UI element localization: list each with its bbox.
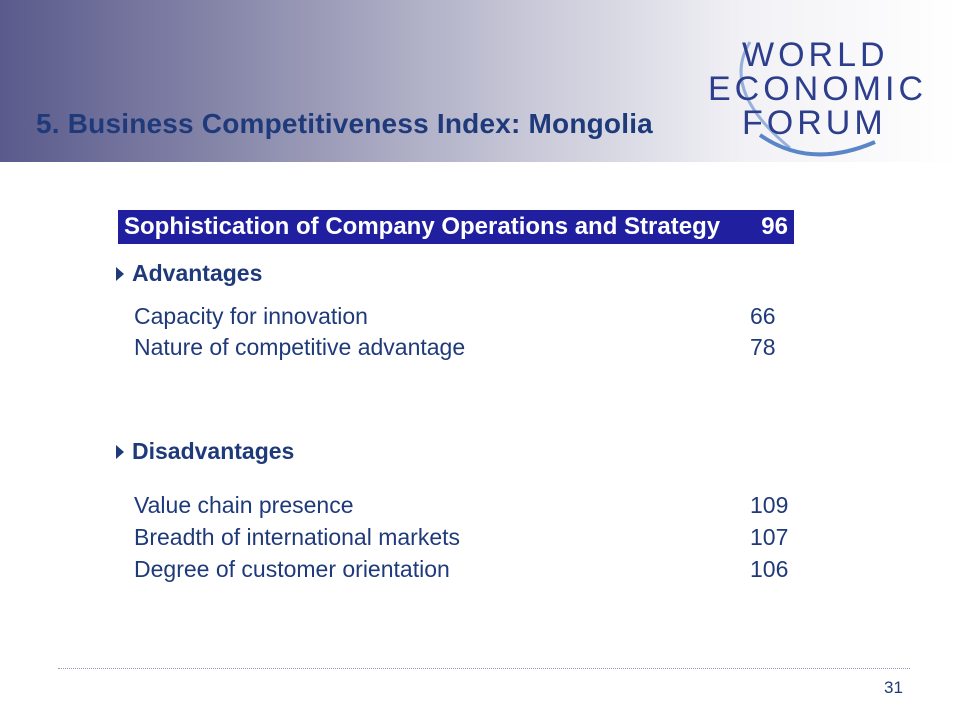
logo-word-1: WORLD <box>742 36 889 74</box>
logo-word-3: FORUM <box>742 104 887 142</box>
page-number: 31 <box>884 678 903 697</box>
logo-arc-icon <box>739 41 876 157</box>
list-item: Capacity for innovation 66 <box>134 303 794 330</box>
disadvantages-heading: Disadvantages <box>116 438 294 465</box>
item-rank: 109 <box>750 492 789 518</box>
section-score: 96 <box>761 213 788 240</box>
section-label: Sophistication of Company Operations and… <box>124 213 721 240</box>
item-label: Degree of customer orientation <box>134 556 450 582</box>
item-rank: 107 <box>750 524 789 550</box>
item-label: Nature of competitive advantage <box>134 334 466 360</box>
item-rank: 106 <box>750 556 789 582</box>
item-label: Value chain presence <box>134 492 354 518</box>
header-band <box>0 0 960 162</box>
list-item: Value chain presence 109 <box>134 492 794 519</box>
wef-logo: WORLD ECONOMIC FORUM <box>700 30 930 165</box>
footer-divider <box>58 668 910 669</box>
item-label: Breadth of international markets <box>134 524 461 550</box>
slide-title: 5. Business Competitiveness Index: Mongo… <box>36 108 653 139</box>
item-rank: 66 <box>750 303 776 329</box>
triangle-bullet-icon <box>116 444 124 459</box>
section-header-bar: Sophistication of Company Operations and… <box>118 210 794 244</box>
advantages-heading: Advantages <box>116 260 262 287</box>
list-item: Nature of competitive advantage 78 <box>134 334 794 361</box>
logo-word-2: ECONOMIC <box>708 70 927 108</box>
disadvantages-heading-text: Disadvantages <box>132 438 295 464</box>
triangle-bullet-icon <box>116 266 124 281</box>
list-item: Breadth of international markets 107 <box>134 524 794 551</box>
list-item: Degree of customer orientation 106 <box>134 556 794 583</box>
item-label: Capacity for innovation <box>134 303 368 329</box>
item-rank: 78 <box>750 334 776 360</box>
advantages-heading-text: Advantages <box>132 260 263 286</box>
